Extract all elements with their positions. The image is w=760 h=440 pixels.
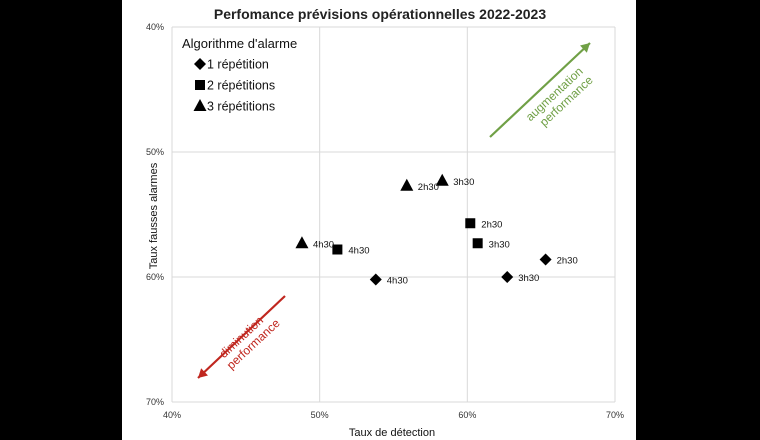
y-tick-label: 40% [146,22,164,32]
point-label: 4h30 [387,276,408,287]
y-tick-label: 60% [146,272,164,282]
down-arrow-head [198,368,208,378]
x-axis-label: Taux de détection [349,427,435,439]
square-point [472,238,483,249]
y-tick-label: 50% [146,147,164,157]
diamond-point [369,273,382,286]
point-label: 4h30 [313,239,334,250]
x-tick-label: 40% [163,410,181,420]
triangle-point [400,178,414,191]
up-arrow-head [580,43,590,53]
point-label: 4h30 [348,246,369,257]
x-tick-label: 70% [606,410,624,420]
legend-triangle-icon [193,99,207,111]
legend-title: Algorithme d'alarme [182,36,297,51]
down-arrow-line [197,295,286,379]
chart-panel: Perfomance prévisions opérationnelles 20… [122,0,636,440]
scatter-chart: Perfomance prévisions opérationnelles 20… [146,6,624,439]
diamond-point [501,271,514,283]
legend-item-label: 2 répétitions [207,79,275,93]
point-label: 2h30 [557,256,578,267]
square-point [465,218,476,229]
legend-item-label: 3 répétitions [207,100,275,114]
grid-lines [171,26,616,403]
point-label: 3h30 [489,239,510,250]
up-arrow-line [489,42,591,138]
y-axis-label: Taux fausses alarmes [148,162,160,269]
tick-labels: 40% 50% 60% 70% 40% 50% 60% 70% [146,22,624,420]
x-tick-label: 50% [311,410,329,420]
chart-title: Perfomance prévisions opérationnelles 20… [214,6,546,22]
triangle-point [295,236,309,249]
square-point [332,244,343,255]
x-tick-label: 60% [458,410,476,420]
point-label: 3h30 [518,273,539,284]
legend-square-icon [195,80,205,90]
annotations: augmentationperformancediminutionperform… [197,42,596,379]
point-label: 2h30 [481,219,502,230]
legend-item-label: 1 répétition [207,58,269,72]
legend: Algorithme d'alarme 1 répétition 2 répéti… [182,36,297,114]
data-points: 4h30 3h30 2h30 4h30 3h30 2h30 4h30 3h30 2h30 [295,173,578,287]
point-label: 3h30 [453,177,474,188]
point-label: 2h30 [418,182,439,193]
legend-diamond-icon [194,58,206,70]
y-tick-label: 70% [146,397,164,407]
triangle-point [435,173,449,186]
diamond-point [539,253,552,266]
